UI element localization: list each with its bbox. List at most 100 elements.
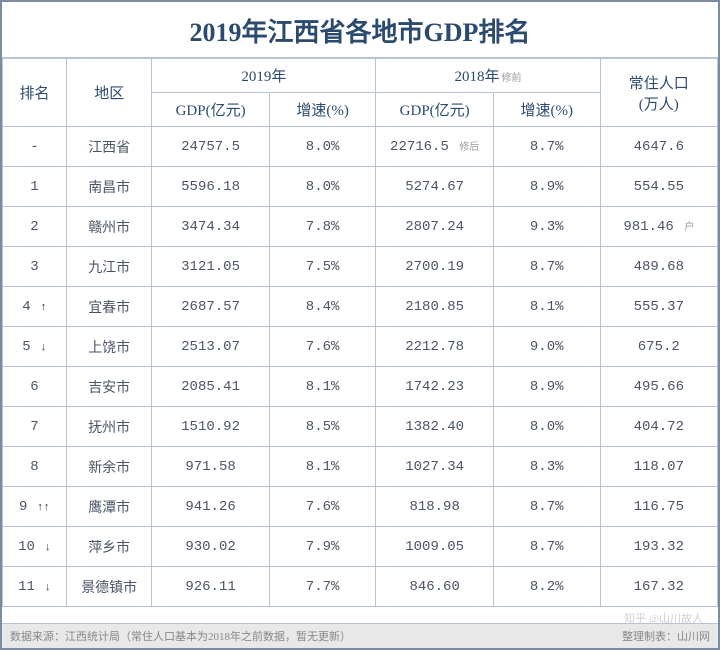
cell-region: 九江市 (67, 247, 152, 287)
cell-gdp-2019: 5596.18 (152, 167, 269, 207)
table-body: -江西省24757.58.0%22716.5 修后8.7%4647.61南昌市5… (3, 127, 718, 607)
footer-source: 数据来源：江西统计局（常住人口基本为2018年之前数据，暂无更新） (10, 628, 351, 644)
cell-rank: 9 ↑↑ (3, 487, 67, 527)
cell-population: 167.32 (600, 567, 717, 607)
table-row: 2赣州市3474.347.8%2807.249.3%981.46 户 (3, 207, 718, 247)
cell-population: 489.68 (600, 247, 717, 287)
cell-growth-2018: 8.1% (493, 287, 600, 327)
table-row: 5 ↓上饶市2513.077.6%2212.789.0%675.2 (3, 327, 718, 367)
cell-gdp-2018: 22716.5 修后 (376, 127, 493, 167)
cell-growth-2019: 7.5% (269, 247, 376, 287)
cell-gdp-2019: 2687.57 (152, 287, 269, 327)
cell-growth-2019: 8.0% (269, 127, 376, 167)
cell-gdp-2018: 818.98 (376, 487, 493, 527)
table-header: 排名 地区 2019年 2018年修前 常住人口 (万人) GDP(亿元) 增速… (3, 59, 718, 127)
cell-gdp-2019: 930.02 (152, 527, 269, 567)
cell-growth-2019: 8.4% (269, 287, 376, 327)
cell-growth-2018: 8.7% (493, 127, 600, 167)
cell-gdp-2019: 971.58 (152, 447, 269, 487)
cell-rank: - (3, 127, 67, 167)
col-gdp-2019: GDP(亿元) (152, 93, 269, 127)
footer-credit: 整理制表：山川网 (622, 628, 710, 644)
cell-gdp-2018: 2212.78 (376, 327, 493, 367)
gdp-ranking-table: 排名 地区 2019年 2018年修前 常住人口 (万人) GDP(亿元) 增速… (2, 58, 718, 607)
table-row: 3九江市3121.057.5%2700.198.7%489.68 (3, 247, 718, 287)
col-2018: 2018年修前 (376, 59, 600, 93)
cell-growth-2019: 7.8% (269, 207, 376, 247)
cell-population: 116.75 (600, 487, 717, 527)
col-rank: 排名 (3, 59, 67, 127)
table-container: 2019年江西省各地市GDP排名 排名 地区 2019年 2018年修前 常住人… (0, 0, 720, 650)
cell-region: 宜春市 (67, 287, 152, 327)
cell-growth-2019: 8.0% (269, 167, 376, 207)
cell-gdp-2019: 3474.34 (152, 207, 269, 247)
cell-population: 495.66 (600, 367, 717, 407)
cell-population: 675.2 (600, 327, 717, 367)
cell-gdp-2018: 1742.23 (376, 367, 493, 407)
cell-gdp-2019: 1510.92 (152, 407, 269, 447)
cell-population: 118.07 (600, 447, 717, 487)
cell-growth-2019: 8.1% (269, 447, 376, 487)
cell-growth-2019: 7.6% (269, 327, 376, 367)
cell-growth-2019: 8.5% (269, 407, 376, 447)
cell-rank: 7 (3, 407, 67, 447)
cell-rank: 1 (3, 167, 67, 207)
cell-growth-2018: 8.9% (493, 367, 600, 407)
col-growth-2018: 增速(%) (493, 93, 600, 127)
cell-growth-2018: 8.3% (493, 447, 600, 487)
cell-growth-2018: 9.3% (493, 207, 600, 247)
cell-population: 4647.6 (600, 127, 717, 167)
col-2019: 2019年 (152, 59, 376, 93)
col-region: 地区 (67, 59, 152, 127)
cell-region: 萍乡市 (67, 527, 152, 567)
cell-growth-2018: 8.7% (493, 247, 600, 287)
cell-gdp-2018: 1382.40 (376, 407, 493, 447)
cell-gdp-2019: 941.26 (152, 487, 269, 527)
table-row: 11 ↓景德镇市926.117.7%846.608.2%167.32 (3, 567, 718, 607)
cell-gdp-2018: 846.60 (376, 567, 493, 607)
cell-rank: 6 (3, 367, 67, 407)
table-row: 4 ↑宜春市2687.578.4%2180.858.1%555.37 (3, 287, 718, 327)
col-growth-2019: 增速(%) (269, 93, 376, 127)
page-title: 2019年江西省各地市GDP排名 (2, 2, 718, 58)
cell-rank: 8 (3, 447, 67, 487)
cell-population: 404.72 (600, 407, 717, 447)
col-gdp-2018: GDP(亿元) (376, 93, 493, 127)
cell-gdp-2019: 3121.05 (152, 247, 269, 287)
cell-rank: 5 ↓ (3, 327, 67, 367)
cell-gdp-2019: 2513.07 (152, 327, 269, 367)
cell-region: 抚州市 (67, 407, 152, 447)
cell-gdp-2018: 2700.19 (376, 247, 493, 287)
cell-region: 上饶市 (67, 327, 152, 367)
cell-gdp-2018: 5274.67 (376, 167, 493, 207)
cell-growth-2018: 8.7% (493, 487, 600, 527)
cell-population: 555.37 (600, 287, 717, 327)
cell-region: 新余市 (67, 447, 152, 487)
cell-gdp-2018: 2807.24 (376, 207, 493, 247)
col-population: 常住人口 (万人) (600, 59, 717, 127)
cell-growth-2019: 7.7% (269, 567, 376, 607)
cell-gdp-2018: 1009.05 (376, 527, 493, 567)
cell-rank: 4 ↑ (3, 287, 67, 327)
cell-region: 景德镇市 (67, 567, 152, 607)
table-row: 8新余市971.588.1%1027.348.3%118.07 (3, 447, 718, 487)
cell-gdp-2018: 2180.85 (376, 287, 493, 327)
table-row: 6吉安市2085.418.1%1742.238.9%495.66 (3, 367, 718, 407)
cell-region: 鹰潭市 (67, 487, 152, 527)
footer: 数据来源：江西统计局（常住人口基本为2018年之前数据，暂无更新） 整理制表：山… (2, 623, 718, 648)
cell-growth-2018: 8.0% (493, 407, 600, 447)
cell-rank: 10 ↓ (3, 527, 67, 567)
cell-region: 江西省 (67, 127, 152, 167)
table-row: 7抚州市1510.928.5%1382.408.0%404.72 (3, 407, 718, 447)
cell-region: 赣州市 (67, 207, 152, 247)
table-row: 9 ↑↑鹰潭市941.267.6%818.988.7%116.75 (3, 487, 718, 527)
cell-rank: 11 ↓ (3, 567, 67, 607)
cell-growth-2018: 8.2% (493, 567, 600, 607)
cell-growth-2019: 7.6% (269, 487, 376, 527)
cell-growth-2019: 7.9% (269, 527, 376, 567)
cell-growth-2018: 9.0% (493, 327, 600, 367)
cell-growth-2019: 8.1% (269, 367, 376, 407)
cell-population: 981.46 户 (600, 207, 717, 247)
cell-growth-2018: 8.7% (493, 527, 600, 567)
table-row: 1南昌市5596.188.0%5274.678.9%554.55 (3, 167, 718, 207)
